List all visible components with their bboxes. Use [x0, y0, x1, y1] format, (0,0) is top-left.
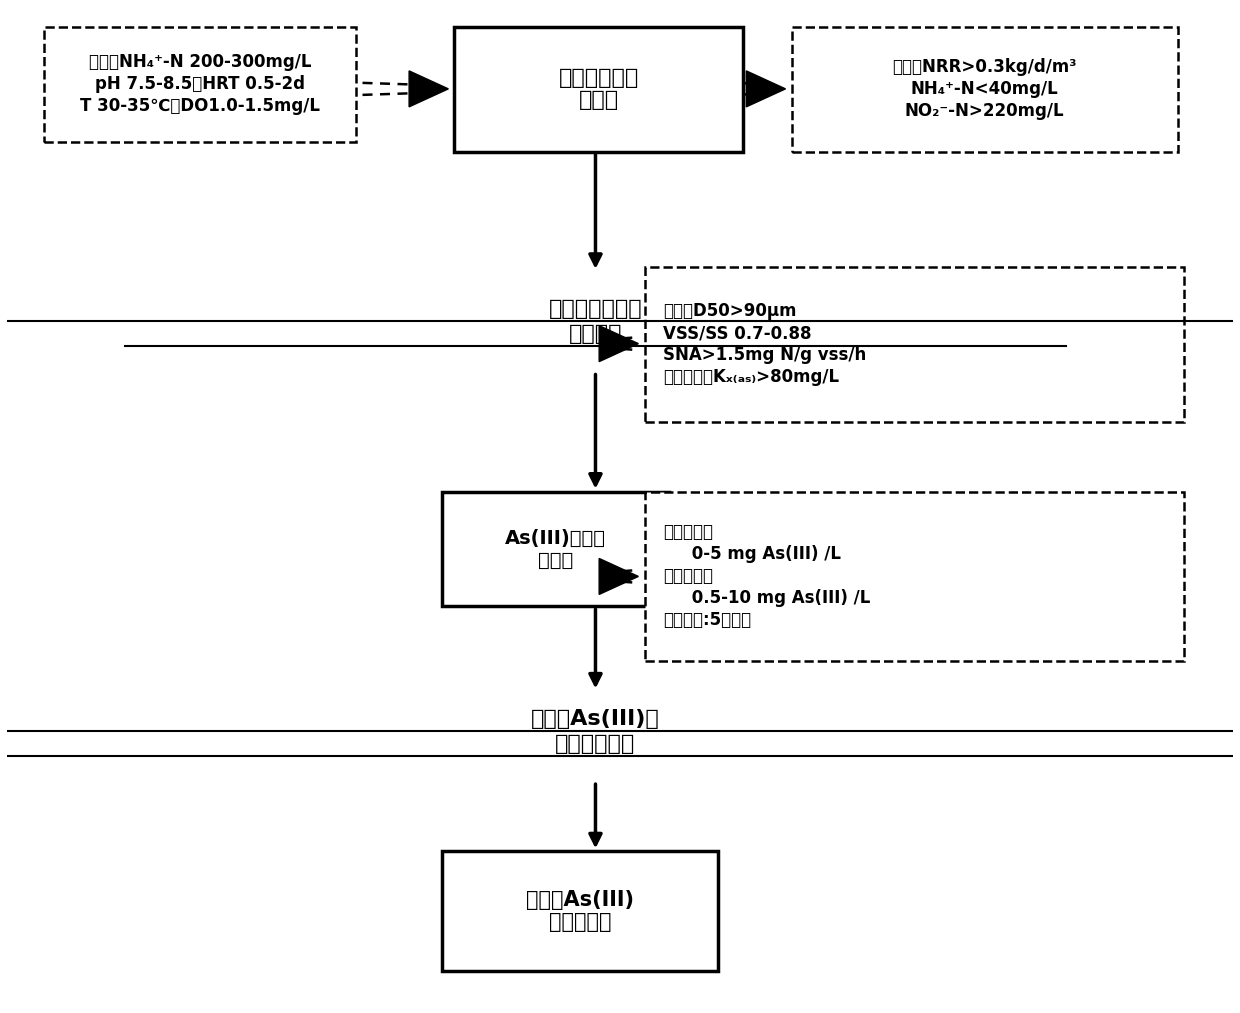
Polygon shape: [599, 325, 639, 362]
Text: T 30-35℃，DO1.0-1.5mg/L: T 30-35℃，DO1.0-1.5mg/L: [81, 97, 320, 115]
Bar: [43, 27, 356, 142]
Text: 运行短程祈化: 运行短程祈化: [558, 69, 639, 88]
Text: 半抑制浓度Kₓ₍ₐₛ₎>80mg/L: 半抑制浓度Kₓ₍ₐₛ₎>80mg/L: [663, 368, 839, 386]
Text: 0.5-10 mg As(III) /L: 0.5-10 mg As(III) /L: [663, 590, 870, 608]
Bar: [455, 27, 743, 152]
Bar: [645, 266, 1184, 421]
Text: 反应器: 反应器: [579, 90, 619, 110]
Text: 氮素、As(III): 氮素、As(III): [526, 890, 634, 910]
Text: 高效脱氨的短程: 高效脱氨的短程: [548, 299, 642, 319]
Bar: [443, 491, 670, 607]
Text: 出水：NRR>0.3kg/d/m³: 出水：NRR>0.3kg/d/m³: [893, 59, 1078, 76]
Text: 粒径：D50>90μm: 粒径：D50>90μm: [663, 302, 796, 320]
Text: 0-5 mg As(III) /L: 0-5 mg As(III) /L: [663, 545, 841, 563]
Text: 浓度梯度：: 浓度梯度：: [663, 567, 713, 586]
Text: 起始浓度：: 起始浓度：: [663, 524, 713, 542]
Polygon shape: [599, 558, 639, 595]
Text: SNA>1.5mg N/g vss/h: SNA>1.5mg N/g vss/h: [663, 346, 867, 364]
Bar: [443, 851, 718, 971]
Text: 度冲击: 度冲击: [538, 550, 573, 569]
Polygon shape: [409, 71, 449, 106]
Text: NH₄⁺-N<40mg/L: NH₄⁺-N<40mg/L: [911, 80, 1059, 98]
Text: NO₂⁻-N>220mg/L: NO₂⁻-N>220mg/L: [905, 102, 1065, 121]
Bar: [645, 491, 1184, 661]
Text: 稳定时间:5天以上: 稳定时间:5天以上: [663, 612, 751, 629]
Text: 可氧化As(III)的: 可氧化As(III)的: [531, 709, 660, 728]
Text: 短程祈化污泥: 短程祈化污泥: [556, 733, 636, 754]
Text: VSS/SS 0.7-0.88: VSS/SS 0.7-0.88: [663, 324, 811, 342]
Text: 的同步去除: 的同步去除: [549, 912, 611, 932]
Text: As(III)梯度浓: As(III)梯度浓: [505, 529, 606, 547]
Bar: [791, 27, 1178, 152]
Polygon shape: [746, 71, 785, 106]
Text: 祈化污泥: 祈化污泥: [569, 324, 622, 344]
Text: 进水：NH₄⁺-N 200-300mg/L: 进水：NH₄⁺-N 200-300mg/L: [89, 54, 311, 71]
Text: pH 7.5-8.5，HRT 0.5-2d: pH 7.5-8.5，HRT 0.5-2d: [95, 75, 305, 93]
